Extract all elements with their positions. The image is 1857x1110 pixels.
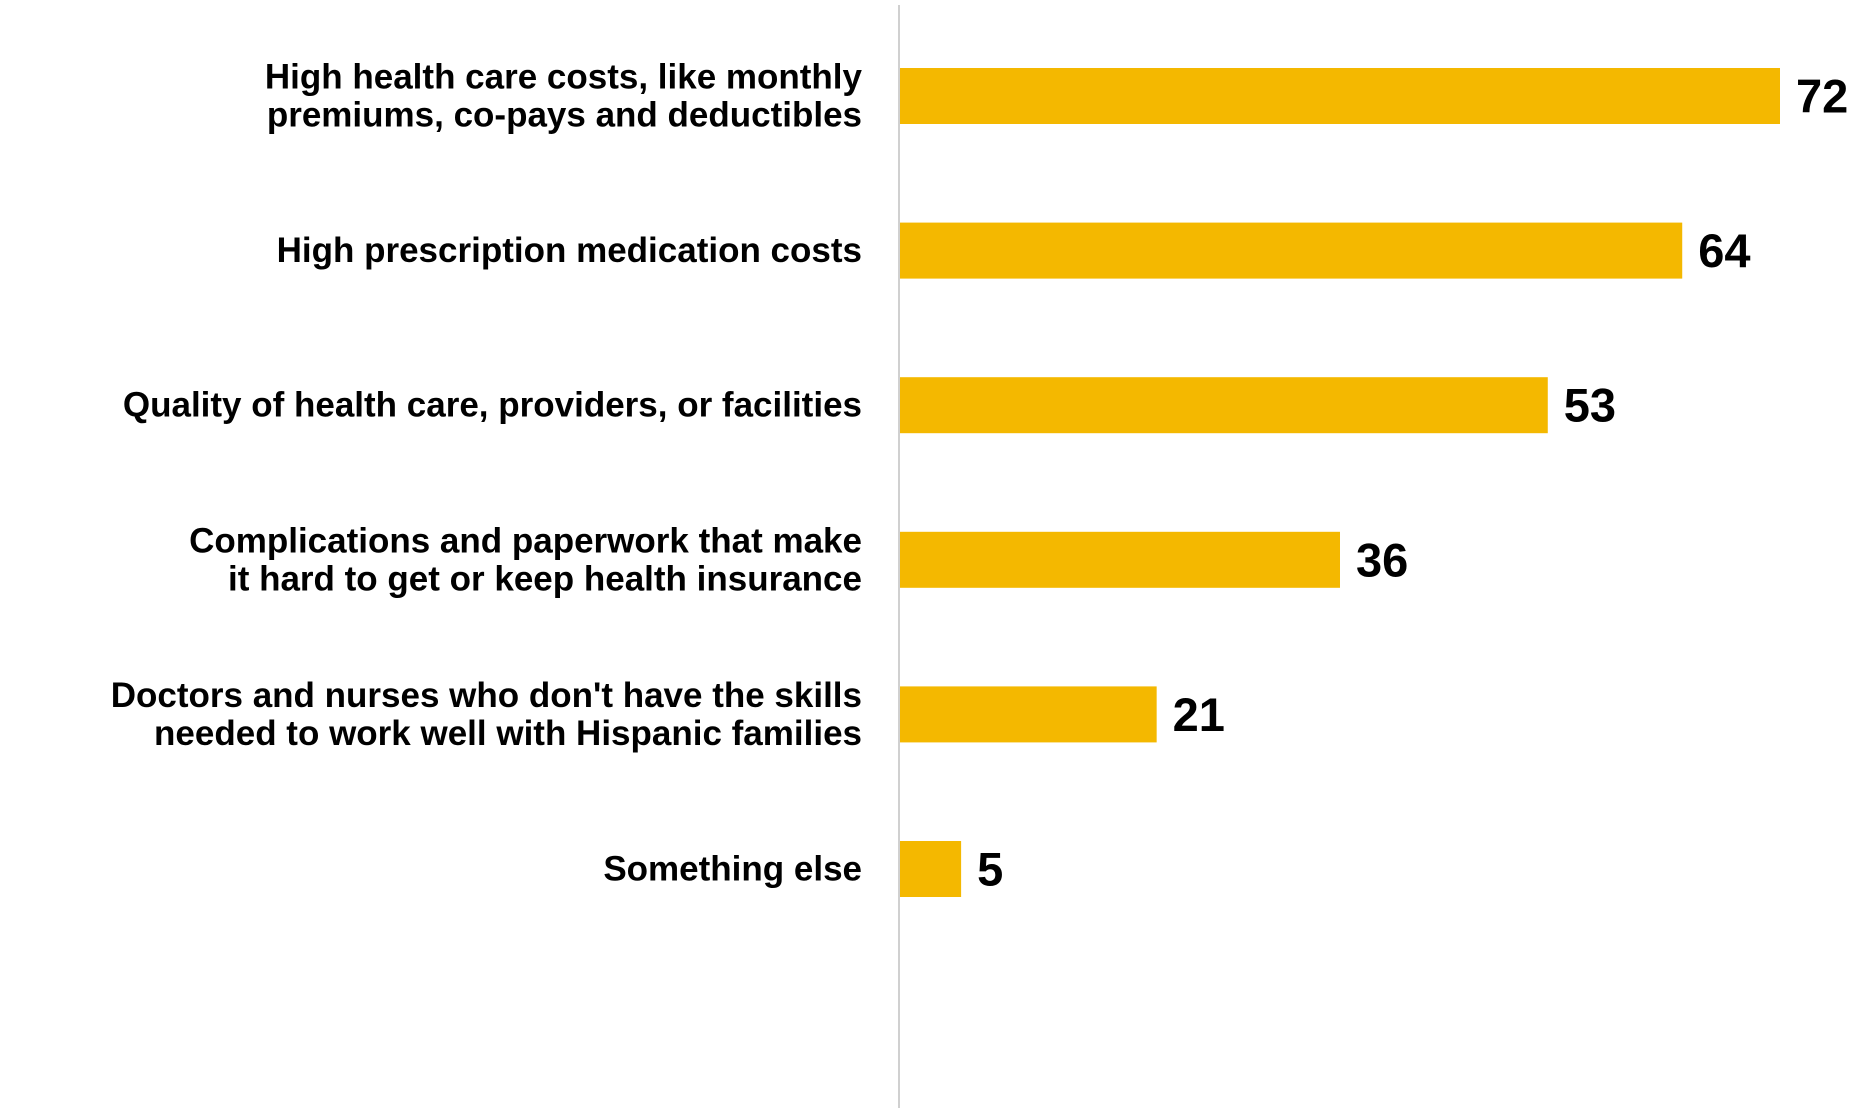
bar-value-label: 5 xyxy=(977,843,1003,896)
category-label: it hard to get or keep health insurance xyxy=(228,559,862,598)
category-label: Quality of health care, providers, or fa… xyxy=(123,386,862,425)
bar xyxy=(900,222,1683,279)
bar-value-label: 64 xyxy=(1698,224,1750,277)
bar-value-label: 72 xyxy=(1796,70,1848,123)
bar-value-label: 53 xyxy=(1564,379,1616,432)
bar xyxy=(900,686,1157,743)
bar xyxy=(900,377,1548,434)
category-label: High health care costs, like monthly xyxy=(265,58,863,97)
category-label: needed to work well with Hispanic famili… xyxy=(154,714,862,753)
bar-value-label: 21 xyxy=(1173,688,1225,741)
bar-value-label: 36 xyxy=(1356,533,1408,586)
category-label: Doctors and nurses who don't have the sk… xyxy=(111,676,862,715)
bar xyxy=(900,841,962,897)
category-label: premiums, co-pays and deductibles xyxy=(267,96,862,135)
category-label: Something else xyxy=(603,850,862,889)
category-label: High prescription medication costs xyxy=(277,231,862,270)
bar xyxy=(900,531,1340,588)
category-label: Complications and paperwork that make xyxy=(189,521,862,560)
bar xyxy=(900,68,1780,124)
chart-marks: 72 High health care costs, like monthlypr… xyxy=(111,58,1848,897)
